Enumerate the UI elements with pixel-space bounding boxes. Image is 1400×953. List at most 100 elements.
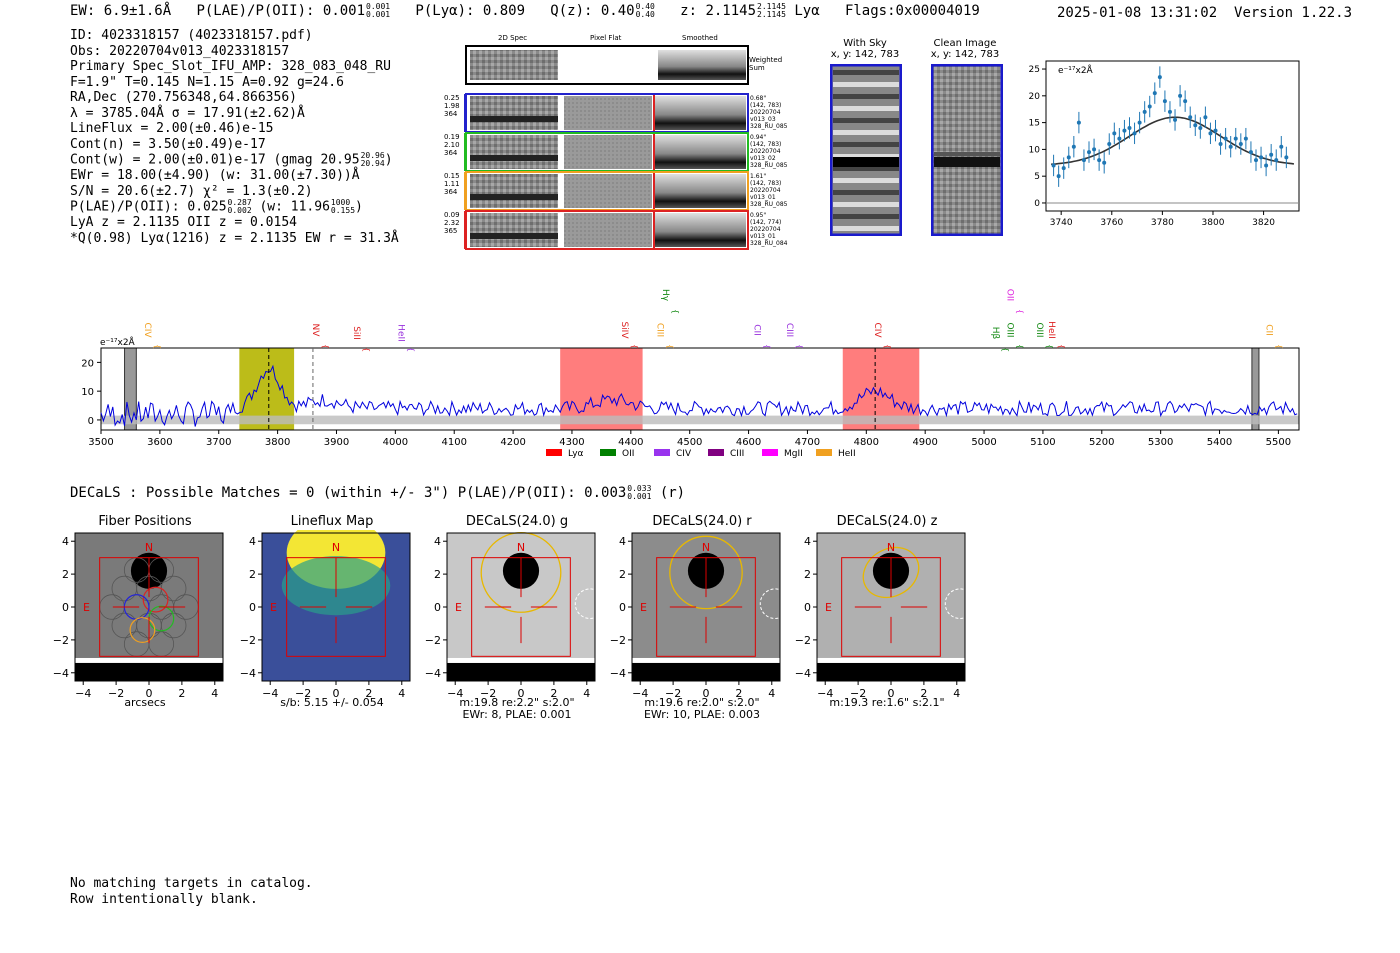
spectrum-frame [100, 347, 1300, 431]
spectrum-ytick-label: 0 [88, 416, 94, 427]
chip-gap [632, 662, 780, 681]
decals-ytick-label: −2 [240, 634, 256, 647]
data-point [1183, 99, 1188, 104]
spec-row-2d [470, 174, 558, 208]
data-point [1213, 128, 1218, 133]
spec-row-left-value: 364 [444, 110, 458, 118]
spec-row-left-value: 2.32 [444, 219, 460, 227]
spectrum-xtick-label: 3900 [324, 437, 349, 448]
chip-gap [447, 662, 595, 681]
data-point [1076, 120, 1081, 125]
legend-label: CIV [676, 449, 692, 459]
decals-panel-1: N E −4 −2 0 2 4 4 2 0 −2 −4 [240, 530, 411, 700]
spec-row-left-value: 0.25 [444, 94, 460, 102]
zoom-line-chart: e⁻¹⁷x2Å 3740 3760 3780 3800 3820 0 5 10 15 20 25 [1029, 60, 1300, 228]
emission-line-label: HeII [1046, 321, 1056, 339]
spec-row-right-value: (142, 783) [750, 141, 782, 148]
decals-panel-title: Lineflux Map [290, 514, 374, 529]
emission-line-label: Hβ [990, 327, 1000, 340]
decals-xtick-label: −4 [75, 687, 91, 700]
spec-row-left-value: 0.15 [444, 172, 460, 180]
decals-ytick-label: 2 [249, 568, 256, 581]
data-point [1208, 131, 1213, 136]
sky-line [833, 70, 899, 75]
emission-line-label: OIII [1005, 322, 1015, 337]
data-point [1228, 144, 1233, 149]
data-point [1061, 166, 1066, 171]
clean-label: Clean Image [933, 38, 997, 49]
emission-line-bracket: { [1016, 344, 1025, 349]
spectrum-xtick-label: 4000 [383, 437, 408, 448]
emission-line-label: CIII [654, 323, 664, 337]
plae-lo: 0.001 [366, 10, 391, 19]
z-lo: 2.1145 [757, 10, 786, 19]
data-point [1056, 174, 1061, 179]
zoom-ytick-label: 0 [1034, 199, 1040, 209]
decals-xtick-label: 4 [583, 687, 590, 700]
data-point [1071, 144, 1076, 149]
decals-ytick-label: −4 [610, 667, 626, 680]
spec-row-left-value: 1.98 [444, 102, 460, 110]
north-marker: N [145, 541, 153, 554]
spec-row-flat [564, 96, 652, 130]
spec-row-right-value: v013_03 [750, 116, 776, 123]
zoom-xtick-label: 3740 [1050, 218, 1073, 228]
line-flux: LineFlux = 2.00(±0.46)e-15 [70, 121, 274, 136]
gmag-hi: 20.96 [360, 151, 385, 160]
decals-heading: DECaLS : Possible Matches = 0 (within +/… [70, 485, 685, 502]
data-point [1243, 136, 1248, 141]
col-header-smoothed: Smoothed [682, 34, 718, 42]
emission-line-bracket: { [153, 344, 162, 349]
with-sky-xy: x, y: 142, 783 [830, 49, 900, 60]
data-point [1259, 155, 1264, 160]
sky-line [833, 214, 899, 219]
sky-line [833, 226, 899, 231]
lya-oii-z: LyA z = 2.1135 OII z = 0.0154 [70, 215, 297, 230]
decals-ytick-label: 2 [62, 568, 69, 581]
data-point [1248, 150, 1253, 155]
spec-row-right-value: 328_RU_084 [750, 240, 788, 247]
emission-line-label: SiIV [619, 321, 629, 339]
spec-row-right-labels: 0.68" (142, 783) 20220704 v013_03 328_RU_085 [750, 95, 787, 130]
spec-row-left-value: 1.11 [444, 180, 460, 188]
chip-edge [75, 657, 223, 663]
data-point [1066, 155, 1071, 160]
spectrum-xtick-label: 5100 [1030, 437, 1055, 448]
decals-ytick-label: 2 [619, 568, 626, 581]
sky-line [833, 94, 899, 99]
detection-info: ID: 4023318157 (4023318157.pdf) Obs: 202… [70, 28, 399, 246]
clean-image [931, 64, 1003, 236]
decals-caption-line: EWr: 10, PLAE: 0.003 [643, 708, 761, 721]
decals-ytick-label: −4 [795, 667, 811, 680]
plya-summary: P(Lyα): 0.809 [415, 3, 525, 19]
emission-line-bracket: { [671, 309, 680, 314]
spec-row-right-value: 1.61" [750, 173, 767, 180]
data-point [1132, 131, 1137, 136]
spec-row-left-labels: 0.19 2.10 364 [444, 133, 460, 157]
spec2d-cutouts [464, 45, 749, 250]
spec-row-trace [470, 155, 558, 161]
decals-panel-3: N E −4 −2 0 2 4 4 2 0 −2 −4 [610, 532, 787, 700]
emission-trace [833, 157, 899, 167]
neighbor-ellipse [759, 588, 787, 620]
data-point [1092, 147, 1097, 152]
decals-xtick-label: −2 [665, 687, 681, 700]
decals-ytick-label: 2 [434, 568, 441, 581]
spec-row-left-labels: 0.25 1.98 364 [444, 94, 460, 118]
spec-row-left-labels: 0.09 2.32 365 [444, 211, 460, 235]
spectrum-xtick-label: 3600 [147, 437, 172, 448]
decals-ytick-label: 0 [804, 601, 811, 614]
spec-row-color-bar [464, 172, 467, 210]
spec-row-left-value: 364 [444, 188, 458, 196]
summary-header: EW: 6.9±1.6Å P(LAE)/P(OII): 0.001 0.001 0.… [70, 3, 980, 20]
east-marker: E [83, 601, 90, 614]
data-point [1233, 136, 1238, 141]
spectrum-xtick-label: 3800 [265, 437, 290, 448]
zoom-xtick-label: 3820 [1252, 218, 1275, 228]
decals-panel-title: DECaLS(24.0) r [652, 514, 752, 529]
clean-xy: x, y: 142, 783 [930, 49, 1000, 60]
spectrum-xtick-label: 5500 [1266, 437, 1291, 448]
obs-id: Obs: 20220704v013_4023318157 [70, 43, 290, 59]
decals-caption: m:19.6 re:2.0" s:2.0" EWr: 10, PLAE: 0.00… [617, 697, 787, 721]
east-marker: E [825, 601, 832, 614]
